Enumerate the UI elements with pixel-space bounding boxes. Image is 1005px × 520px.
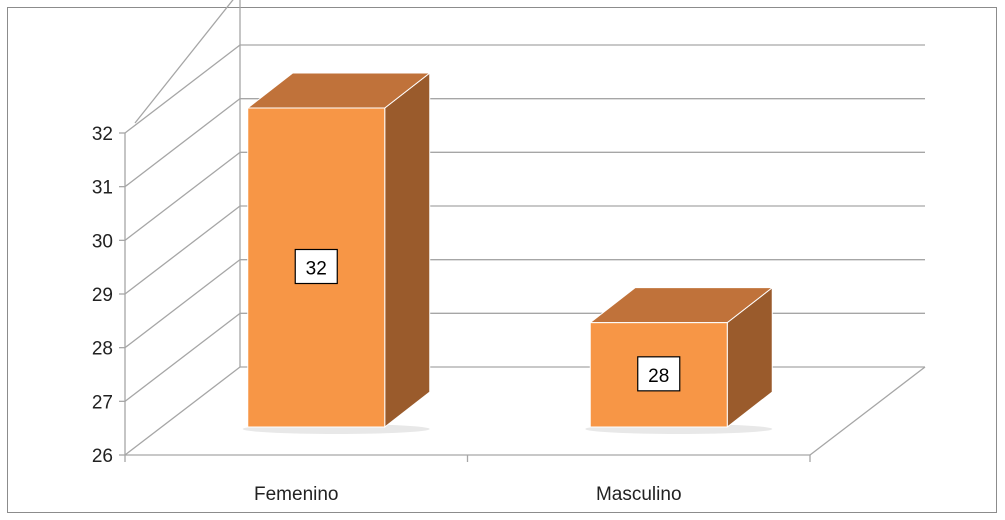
- y-tick-label: 30: [92, 231, 113, 252]
- data-label-box: [294, 248, 338, 285]
- bars: [242, 71, 774, 434]
- bar-side-femenino: [384, 71, 431, 429]
- data-label-box: [637, 356, 681, 392]
- category-labels: Femenino Masculino: [254, 484, 682, 505]
- side-gridline-top: [134, 0, 234, 124]
- y-tick-label: 32: [92, 124, 113, 145]
- data-labels: 32 28: [294, 248, 681, 392]
- y-tick-label: 26: [92, 446, 113, 467]
- y-tick-label: 29: [92, 285, 113, 306]
- y-tick-labels: 26 27 28 29 30 31 32: [92, 124, 113, 467]
- axes: [119, 132, 926, 462]
- y-tick-label: 31: [92, 178, 113, 199]
- gridlines: [124, 0, 925, 456]
- y-tick-label: 27: [92, 392, 113, 413]
- category-label: Masculino: [596, 484, 682, 505]
- floor-right-edge: [809, 366, 926, 456]
- data-label: 28: [648, 366, 669, 387]
- side-gridline: [124, 366, 241, 456]
- side-gridline: [124, 151, 241, 241]
- chart-walls: [239, 0, 241, 367]
- side-gridline: [124, 205, 241, 295]
- side-gridline: [124, 259, 241, 349]
- category-label: Femenino: [254, 484, 339, 505]
- side-gridline: [124, 98, 241, 188]
- side-gridline: [124, 312, 241, 402]
- data-label: 32: [306, 259, 327, 280]
- side-gridline: [124, 44, 241, 134]
- y-tick-label: 28: [92, 339, 113, 360]
